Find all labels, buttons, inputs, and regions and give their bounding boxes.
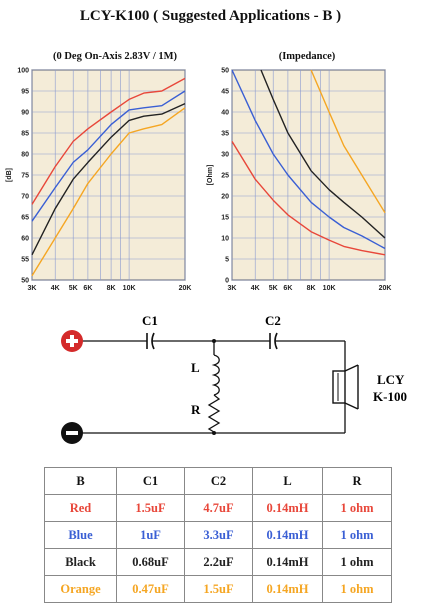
table-row: Orange 0.47uF 1.5uF 0.14mH 1 ohm: [44, 575, 392, 603]
x-tick-label: 20K: [379, 285, 392, 292]
table-cell: 0.47uF: [116, 575, 185, 603]
table-cell: 2.2uF: [184, 548, 253, 576]
table-header-cell: C2: [184, 467, 253, 495]
y-tick-label: 5: [225, 257, 229, 264]
y-tick-label: 75: [21, 173, 29, 180]
y-tick-label: 50: [221, 68, 229, 75]
table-header-cell: B: [44, 467, 117, 495]
table-cell: 1 ohm: [322, 575, 392, 603]
table-cell: Black: [44, 548, 117, 576]
series-line-black: [260, 69, 386, 239]
y-tick-label: 45: [221, 89, 229, 96]
y-tick-label: 90: [21, 110, 29, 117]
series-line-orange: [31, 107, 186, 277]
driver-label-line2: K-100: [373, 389, 407, 404]
table-cell: 0.14mH: [252, 575, 323, 603]
x-tick-label: 6K: [83, 285, 92, 292]
x-tick-label: 6K: [283, 285, 292, 292]
x-tick-label: 10K: [323, 285, 336, 292]
y-axis-label: [Ohm]: [207, 165, 214, 186]
page-title: LCY-K100 ( Suggested Applications - B ): [79, 8, 342, 24]
y-tick-label: 0: [225, 278, 229, 285]
frequency-chart-title: (0 Deg On-Axis 2.83V / 1M): [52, 51, 178, 62]
y-tick-label: 80: [21, 152, 29, 159]
x-tick-label: 4K: [251, 285, 260, 292]
component-value-table: B C1 C2 L R Red 1.5uF 4.7uF 0.14mH 1 ohm…: [44, 467, 392, 603]
y-tick-label: 40: [221, 110, 229, 117]
table-cell: 0.14mH: [252, 548, 323, 576]
table-cell: 1 ohm: [322, 494, 392, 522]
table-cell: 1 ohm: [322, 548, 392, 576]
crossover-schematic: C1 C2 L R LCY K-100: [61, 313, 407, 444]
y-tick-label: 85: [21, 131, 29, 138]
table-header-row: B C1 C2 L R: [44, 467, 392, 495]
l-label: L: [191, 360, 200, 375]
table-row: Black 0.68uF 2.2uF 0.14mH 1 ohm: [44, 548, 392, 576]
y-tick-label: 70: [21, 194, 29, 201]
x-tick-label: 10K: [123, 285, 136, 292]
table-header-cell: L: [252, 467, 323, 495]
x-tick-label: 5K: [269, 285, 278, 292]
series-line-red: [231, 141, 386, 256]
table-row: Red 1.5uF 4.7uF 0.14mH 1 ohm: [44, 494, 392, 522]
negative-terminal-icon: [61, 422, 83, 444]
c1-label: C1: [142, 313, 158, 328]
x-tick-label: 8K: [307, 285, 316, 292]
table-cell: 1.5uF: [116, 494, 185, 522]
y-tick-label: 10: [221, 236, 229, 243]
table-cell: 1.5uF: [184, 575, 253, 603]
series-line-black: [31, 102, 186, 256]
table-cell: 0.68uF: [116, 548, 185, 576]
y-tick-label: 55: [21, 257, 29, 264]
y-tick-label: 65: [21, 215, 29, 222]
x-tick-label: 20K: [179, 285, 192, 292]
y-tick-label: 35: [221, 131, 229, 138]
x-tick-label: 8K: [107, 285, 116, 292]
series-line-orange: [310, 69, 386, 214]
impedance-chart: 0 5 10 15 20 25 30 35 40 45 50 3K 4K 5K 6K 8K 10K 20K [Ohm…: [207, 68, 391, 293]
y-tick-label: 25: [221, 173, 229, 180]
y-tick-label: 20: [221, 194, 229, 201]
y-tick-label: 15: [221, 215, 229, 222]
table-cell: 4.7uF: [184, 494, 253, 522]
x-tick-label: 4K: [51, 285, 60, 292]
r-label: R: [191, 402, 201, 417]
impedance-chart-title: (Impedance): [278, 51, 336, 62]
table-cell: 1uF: [116, 521, 185, 549]
x-tick-label: 3K: [228, 285, 237, 292]
y-tick-label: 100: [17, 68, 29, 75]
driver-label-line1: LCY: [377, 372, 405, 387]
x-tick-label: 3K: [28, 285, 37, 292]
table-cell: 3.3uF: [184, 521, 253, 549]
x-tick-label: 5K: [69, 285, 78, 292]
series-line-blue: [231, 69, 386, 250]
series-line-blue: [31, 90, 186, 222]
table-cell: Orange: [44, 575, 117, 603]
table-row: Blue 1uF 3.3uF 0.14mH 1 ohm: [44, 521, 392, 549]
inductor-l: [211, 354, 220, 396]
table-header-cell: R: [322, 467, 392, 495]
y-tick-label: 60: [21, 236, 29, 243]
y-axis-label: [dB]: [6, 168, 13, 182]
table-cell: 0.14mH: [252, 521, 323, 549]
table-cell: 0.14mH: [252, 494, 323, 522]
resistor-r: [207, 394, 221, 433]
y-tick-label: 50: [21, 278, 29, 285]
frequency-response-chart: 50 55 60 65 70 75 80 85 90 95 100 3K 4K 5K 6K 8K 10K 20K […: [6, 68, 191, 293]
table-cell: Blue: [44, 521, 117, 549]
y-tick-label: 95: [21, 89, 29, 96]
series-line-red: [31, 77, 186, 205]
y-tick-label: 30: [221, 152, 229, 159]
speaker-icon: [332, 364, 359, 410]
table-cell: Red: [44, 494, 117, 522]
c2-label: C2: [265, 313, 281, 328]
table-cell: 1 ohm: [322, 521, 392, 549]
positive-terminal-icon: [61, 330, 83, 352]
table-header-cell: C1: [116, 467, 185, 495]
